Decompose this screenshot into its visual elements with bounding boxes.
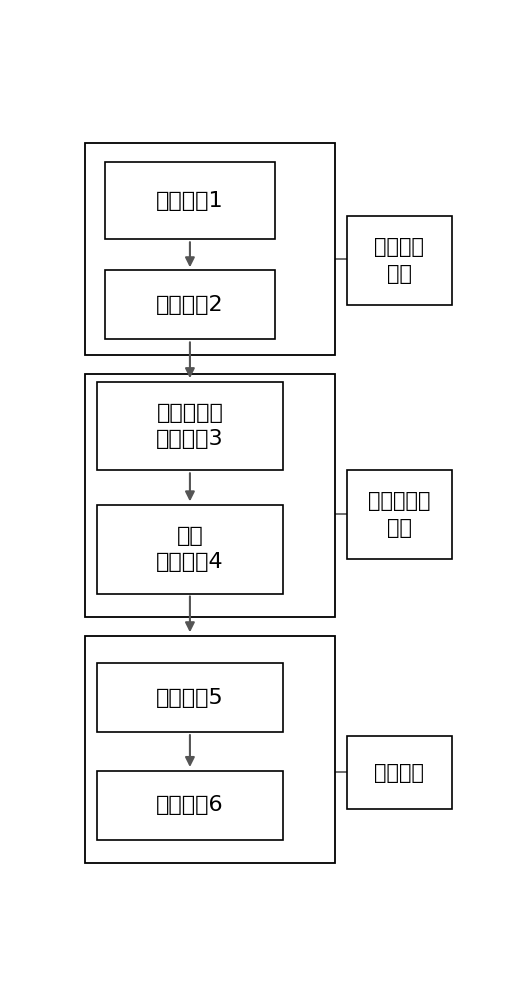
FancyBboxPatch shape [97, 663, 283, 732]
Text: 医生复查5: 医生复查5 [156, 688, 224, 708]
FancyBboxPatch shape [347, 470, 452, 559]
FancyBboxPatch shape [106, 162, 275, 239]
FancyBboxPatch shape [85, 374, 335, 617]
FancyBboxPatch shape [347, 736, 452, 809]
FancyBboxPatch shape [85, 143, 335, 355]
Text: 计算
血管狭窄4: 计算 血管狭窄4 [156, 526, 224, 572]
FancyBboxPatch shape [85, 636, 335, 863]
Text: 冠脉造影2: 冠脉造影2 [156, 295, 224, 315]
Text: 辅助手术6: 辅助手术6 [156, 795, 224, 815]
FancyBboxPatch shape [106, 270, 275, 339]
Text: 计算机辅助
模块: 计算机辅助 模块 [368, 491, 431, 538]
Text: 常规检查1: 常规检查1 [156, 191, 224, 211]
Text: 诊疗模块: 诊疗模块 [374, 763, 424, 783]
FancyBboxPatch shape [347, 216, 452, 305]
FancyBboxPatch shape [97, 382, 283, 470]
FancyBboxPatch shape [97, 771, 283, 840]
Text: 分割、重建
冠状血管3: 分割、重建 冠状血管3 [156, 403, 224, 449]
Text: 临床检验
模块: 临床检验 模块 [374, 237, 424, 284]
FancyBboxPatch shape [97, 505, 283, 594]
